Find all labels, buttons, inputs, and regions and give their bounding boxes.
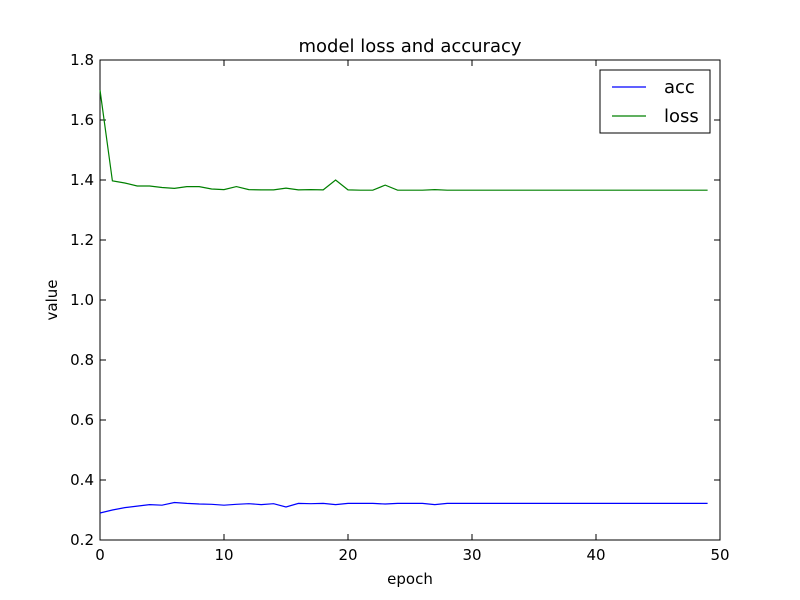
legend-box <box>599 69 711 134</box>
y-tick-label: 1.8 <box>70 51 94 69</box>
x-tick-label: 30 <box>462 546 481 564</box>
x-tick-label: 10 <box>214 546 233 564</box>
series-line-acc <box>99 501 708 514</box>
axis-ticks: 0 10 20 30 40 50 0.2 0.4 0.6 0.8 1.0 1.2 1.4 1.6 1.8 <box>70 51 729 564</box>
y-tick-label: 1.2 <box>70 231 94 249</box>
y-tick-label: 1.6 <box>70 111 94 129</box>
y-tick-label: 1.0 <box>70 291 94 309</box>
y-tick-label: 0.2 <box>70 531 94 549</box>
legend: acc loss <box>599 69 711 134</box>
y-tick-label: 0.4 <box>70 471 94 489</box>
chart-title: model loss and accuracy <box>298 36 521 57</box>
x-tick-label: 20 <box>338 546 357 564</box>
y-tick-label: 0.6 <box>70 411 94 429</box>
series-lines <box>99 89 708 514</box>
x-tick-label: 0 <box>95 546 105 564</box>
legend-label-loss: loss <box>664 106 699 127</box>
legend-label-acc: acc <box>664 77 695 98</box>
x-tick-label: 50 <box>710 546 729 564</box>
y-tick-label: 1.4 <box>70 171 94 189</box>
y-axis-title: value <box>43 280 61 321</box>
series-line-loss <box>99 89 708 191</box>
x-axis-title: epoch <box>387 570 433 588</box>
y-tick-label: 0.8 <box>70 351 94 369</box>
x-tick-label: 40 <box>586 546 605 564</box>
